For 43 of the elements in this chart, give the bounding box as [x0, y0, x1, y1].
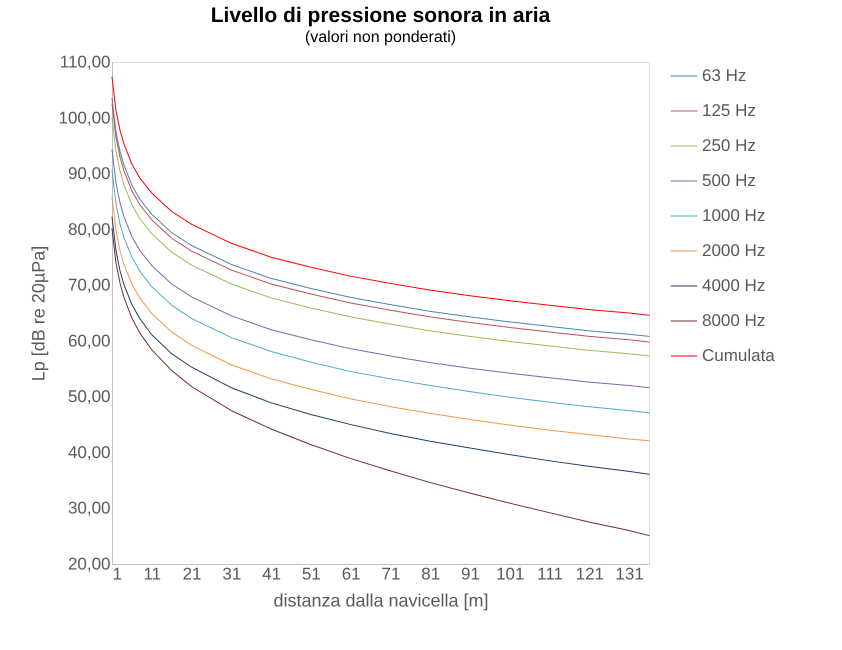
x-tick-label: 11	[143, 564, 162, 584]
y-tick-label: 70,00	[68, 276, 110, 295]
line-series	[112, 216, 650, 475]
line-series	[112, 170, 650, 414]
line-series	[112, 149, 650, 388]
x-tick-label: 21	[182, 564, 202, 584]
x-tick-label: 1	[112, 564, 122, 584]
x-tick-label: 81	[421, 564, 440, 584]
x-tick-label: 111	[537, 564, 563, 584]
legend-label: 1000 Hz	[702, 206, 766, 225]
y-tick-label: 30,00	[68, 498, 110, 518]
x-tick-label: 121	[576, 564, 604, 584]
x-tick-label: 51	[302, 564, 321, 584]
y-tick-label: 100,00	[58, 108, 110, 128]
x-tick-label: 31	[222, 564, 242, 584]
legend-label: 500 Hz	[702, 171, 756, 190]
legend-label: 2000 Hz	[702, 241, 766, 260]
y-tick-label: 60,00	[68, 331, 110, 350]
x-tick-label: 41	[262, 564, 282, 584]
x-tick-label: 61	[342, 564, 361, 584]
chart-title: Livello di pressione sonora in aria	[210, 4, 551, 27]
x-axis-title: distanza dalla navicella [m]	[273, 590, 489, 610]
legend-label: 125 Hz	[702, 101, 756, 120]
x-tick-label: 101	[496, 564, 524, 584]
y-axis-title: Lp [dB re 20µPa]	[28, 246, 49, 382]
chart-subtitle: (valori non ponderati)	[304, 29, 456, 46]
y-tick-label: 50,00	[68, 387, 110, 406]
y-tick-label: 20,00	[68, 554, 110, 574]
x-tick-label: 131	[615, 564, 644, 584]
legend-label: 250 Hz	[702, 136, 756, 155]
y-tick-label: 40,00	[68, 442, 110, 462]
x-tick-label: 91	[461, 564, 480, 584]
line-series	[112, 228, 650, 536]
legend-label: Cumulata	[702, 346, 776, 365]
line-series	[112, 76, 650, 316]
legend-label: 63 Hz	[702, 66, 746, 85]
y-tick-label: 110,00	[60, 52, 110, 72]
y-tick-label: 90,00	[68, 164, 110, 184]
legend-label: 8000 Hz	[702, 311, 766, 330]
x-tick-label: 71	[381, 564, 400, 584]
legend-label: 4000 Hz	[702, 276, 766, 295]
y-tick-label: 80,00	[68, 220, 110, 239]
line-series	[112, 196, 650, 442]
